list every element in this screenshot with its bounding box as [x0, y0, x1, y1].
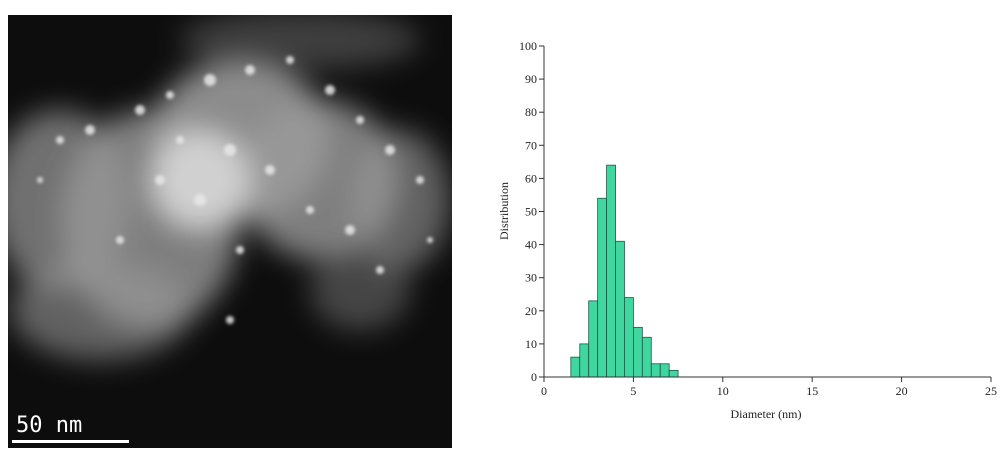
bar	[650, 363, 661, 378]
bar	[597, 197, 607, 378]
x-tick-label: 15	[806, 384, 818, 398]
bar	[579, 343, 590, 378]
micrograph: 50 nm	[8, 15, 452, 448]
bar	[570, 356, 581, 378]
x-tick-label: 10	[717, 384, 729, 398]
x-tick-label: 25	[985, 384, 997, 398]
y-tick-label: 90	[525, 72, 537, 86]
y-tick-label: 0	[531, 370, 537, 384]
y-tick-label: 20	[525, 304, 537, 318]
x-axis-label: Diameter (nm)	[731, 407, 802, 421]
y-tick-label: 30	[525, 271, 537, 285]
bar	[633, 326, 643, 378]
bar	[606, 164, 616, 378]
y-tick-label: 40	[525, 238, 537, 252]
bar	[659, 363, 670, 378]
x-tick-label: 0	[541, 384, 547, 398]
bar	[641, 336, 652, 378]
y-tick-label: 50	[525, 205, 537, 219]
bar	[624, 297, 634, 378]
scale-bar-label: 50 nm	[16, 413, 82, 438]
y-tick-label: 70	[525, 138, 537, 152]
y-tick-label: 80	[525, 105, 537, 119]
y-tick-label: 100	[519, 39, 537, 53]
bar	[668, 369, 679, 378]
y-axis-label: Distribution	[497, 182, 511, 240]
x-tick-label: 20	[896, 384, 908, 398]
bar	[588, 300, 599, 378]
bar	[615, 240, 625, 378]
y-tick-label: 10	[525, 337, 537, 351]
x-tick-label: 5	[630, 384, 636, 398]
histogram-chart: Diameter (nm) Distribution 0102030405060…	[497, 39, 997, 421]
y-tick-label: 60	[525, 171, 537, 185]
